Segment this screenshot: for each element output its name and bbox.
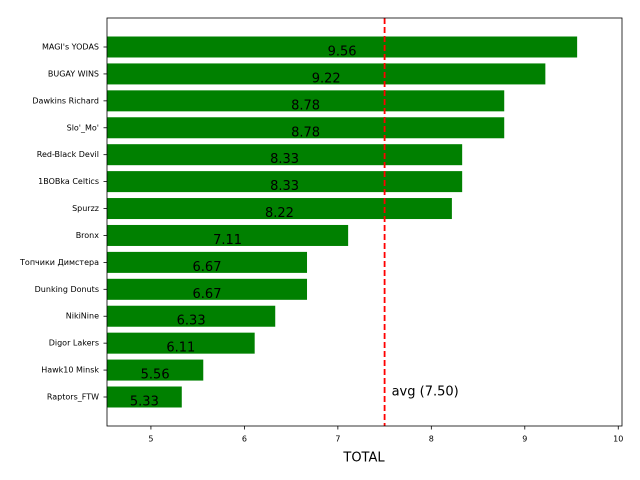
- value-label: 7.11: [213, 233, 242, 248]
- y-tick-label: 1BOBka Celtics: [38, 177, 99, 186]
- y-tick-label: Топчики Димстера: [19, 258, 99, 267]
- value-label: 9.22: [312, 71, 341, 86]
- x-tick-label: 8: [429, 435, 434, 444]
- value-label: 8.22: [265, 206, 294, 221]
- value-label: 8.78: [291, 98, 320, 113]
- x-tick-label: 5: [148, 435, 153, 444]
- bar: [107, 332, 255, 354]
- value-label: 6.33: [177, 314, 206, 329]
- value-label: 9.56: [328, 45, 357, 60]
- value-label: 8.33: [270, 152, 299, 167]
- bar: [107, 63, 546, 85]
- y-tick-label: Dunking Donuts: [35, 285, 99, 294]
- y-tick-label: MAGI's YODAS: [42, 43, 99, 52]
- value-label: 6.11: [166, 341, 195, 356]
- x-tick-label: 10: [613, 435, 623, 444]
- x-tick-label: 9: [522, 435, 527, 444]
- value-label: 5.33: [130, 395, 159, 410]
- y-tick-label: Red-Black Devil: [37, 150, 99, 159]
- value-label: 8.78: [291, 125, 320, 140]
- bar: [107, 251, 308, 273]
- bar: [107, 359, 204, 381]
- x-tick-label: 7: [335, 435, 340, 444]
- value-label: 8.33: [270, 179, 299, 194]
- y-tick-label: Raptors_FTW: [47, 393, 99, 402]
- plot-frame: [106, 17, 623, 427]
- y-tick-label: Slo'_Mo': [67, 123, 99, 132]
- bar: [107, 386, 182, 408]
- bar: [107, 171, 463, 193]
- bar: [107, 144, 463, 166]
- value-label: 5.56: [141, 368, 170, 383]
- x-tick-label: 6: [242, 435, 247, 444]
- value-label: 6.67: [193, 260, 222, 275]
- y-tick-label: NikiNine: [66, 312, 99, 321]
- y-tick-label: Bronx: [76, 231, 100, 240]
- x-axis-label: TOTAL: [342, 451, 385, 466]
- y-tick-label: Digor Lakers: [49, 339, 99, 348]
- bar: [107, 117, 505, 139]
- average-label: avg (7.50): [392, 385, 459, 400]
- y-tick-label: Dawkins Richard: [32, 96, 99, 105]
- value-label: 6.67: [193, 287, 222, 302]
- y-tick-label: Spurzz: [72, 204, 99, 213]
- bar: [107, 278, 308, 300]
- y-tick-label: Hawk10 Minsk: [41, 366, 99, 375]
- bar: [107, 224, 349, 246]
- bar: [107, 305, 276, 327]
- bar: [107, 90, 505, 112]
- bar: [107, 198, 452, 220]
- bar: [107, 36, 578, 58]
- y-tick-label: BUGAY WINS: [48, 69, 99, 78]
